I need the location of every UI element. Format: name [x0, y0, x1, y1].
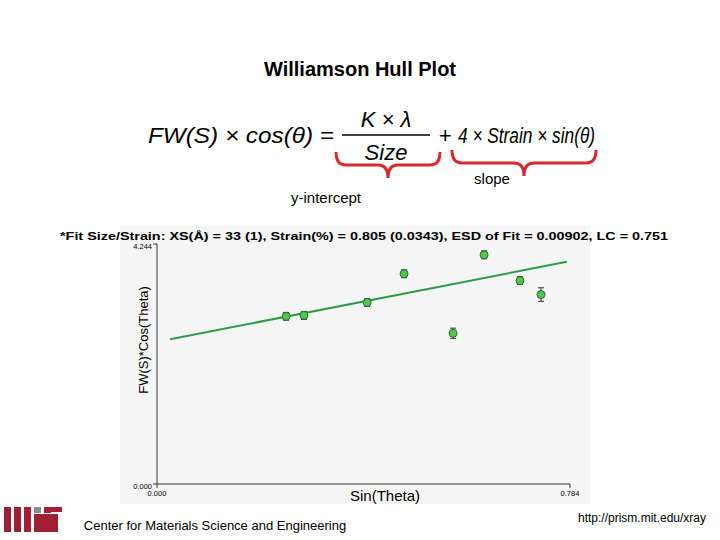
- logo-bar: [34, 507, 41, 513]
- x-tick: [570, 484, 571, 488]
- error-bar: [517, 277, 523, 285]
- y-tick-label: 4.244: [133, 242, 152, 251]
- error-bar: [283, 312, 289, 320]
- fit-summary: *Fit Size/Strain: XS(Å) = 33 (1), Strain…: [60, 230, 668, 242]
- data-point: [400, 270, 408, 278]
- equation-lhs: FW(S) × cos(θ) =: [148, 123, 334, 148]
- error-bar: [401, 270, 407, 278]
- y-tick: [153, 244, 157, 245]
- mit-logo: [4, 507, 62, 532]
- x-tick-label: 0.784: [561, 489, 580, 498]
- data-point: [363, 298, 371, 306]
- x-axis: [157, 484, 570, 485]
- plot-panel: [120, 226, 590, 504]
- intercept-label: y-intercept: [291, 189, 362, 206]
- logo-bar: [24, 507, 31, 532]
- equation-plus: +: [439, 123, 452, 148]
- data-point: [282, 312, 290, 320]
- x-axis-label: Sin(Theta): [350, 487, 420, 504]
- fit-line: [170, 262, 567, 339]
- footer-url: http://prism.mit.edu/xray: [578, 511, 706, 525]
- data-point: [480, 251, 488, 259]
- background: [0, 0, 720, 540]
- error-bar: [301, 311, 307, 319]
- x-tick-label: 0.000: [148, 489, 167, 498]
- y-axis: [157, 244, 158, 484]
- data-point: [300, 311, 308, 319]
- y-tick: [153, 484, 157, 485]
- equation-rhs: 4 × Strain × sin(θ): [458, 123, 595, 148]
- logo-bar: [44, 514, 58, 532]
- fraction-bar: [342, 134, 430, 136]
- intercept-brace: [336, 152, 440, 178]
- error-bar: [538, 288, 544, 302]
- data-point: [449, 329, 457, 337]
- slide: Williamson Hull Plot FW(S) × cos(θ) = K × …: [0, 0, 720, 540]
- error-bar: [481, 251, 487, 259]
- x-tick: [157, 484, 158, 488]
- logo-bar: [14, 507, 21, 532]
- y-axis-label: FW(S)*Cos(Theta): [136, 286, 151, 394]
- slope-label: slope: [474, 170, 510, 187]
- error-bar: [364, 299, 370, 307]
- institution: Center for Materials Science and Enginee…: [84, 518, 346, 533]
- data-point: [516, 277, 524, 285]
- logo-bar: [4, 507, 11, 532]
- equation-numerator: K × λ: [361, 107, 412, 132]
- equation-denominator: Size: [365, 140, 408, 165]
- plot-marks: [170, 251, 567, 339]
- logo-bar: [44, 507, 62, 512]
- title: Williamson Hull Plot: [264, 58, 456, 80]
- data-point: [537, 291, 545, 299]
- error-bar: [450, 328, 456, 338]
